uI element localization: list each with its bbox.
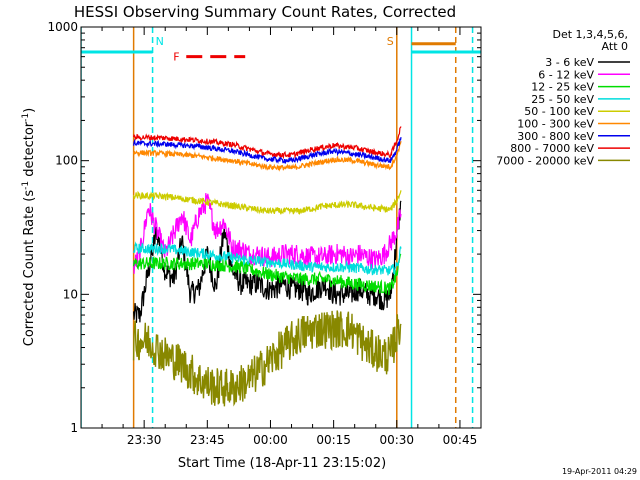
y-tick-label: 1000	[47, 20, 78, 34]
state-bars	[81, 42, 481, 59]
chart-title: HESSI Observing Summary Count Rates, Cor…	[74, 3, 456, 21]
y-axis: 1 10 100 1000	[47, 20, 481, 435]
series-group	[132, 126, 402, 407]
legend-header-1: Det 1,3,4,5,6,	[552, 28, 628, 41]
legend-label: 6 - 12 keV	[538, 68, 594, 81]
legend-label: 25 - 50 keV	[531, 93, 594, 106]
legend-header-2: Att 0	[602, 40, 628, 53]
plot-frame	[80, 26, 482, 429]
legend-label: 12 - 25 keV	[531, 81, 594, 94]
x-tick-label: 23:30	[127, 433, 162, 447]
flare-label: F	[173, 51, 179, 64]
series-line-8	[133, 126, 402, 160]
series-line-2	[133, 193, 402, 274]
legend-label: 7000 - 20000 keV	[496, 154, 594, 167]
legend-label: 50 - 100 keV	[524, 105, 594, 118]
annotation-s: S	[387, 35, 394, 48]
timestamp: 19-Apr-2011 04:29	[562, 467, 637, 476]
series-line-4	[133, 241, 402, 276]
x-tick-label: 00:00	[253, 433, 288, 447]
annotation-n: N	[156, 35, 164, 48]
x-tick-label: 00:30	[379, 433, 414, 447]
x-tick-label: 23:45	[190, 433, 225, 447]
y-tick-label: 10	[63, 287, 78, 301]
y-tick-label: 1	[70, 421, 78, 435]
series-line-9	[132, 310, 402, 407]
x-tick-label: 00:45	[443, 433, 478, 447]
y-tick-label: 100	[55, 154, 78, 168]
x-axis: 23:30 23:45 00:00 00:15 00:30 00:45	[80, 27, 482, 447]
series-line-6	[133, 140, 402, 172]
legend-label: 100 - 300 keV	[517, 118, 594, 131]
legend-label: 800 - 7000 keV	[510, 142, 594, 155]
y-axis-label: Corrected Count Rate (s-1 detector-1)	[21, 108, 37, 346]
legend-label: 300 - 800 keV	[517, 130, 594, 143]
x-axis-label: Start Time (18-Apr-11 23:15:02)	[178, 456, 386, 471]
series-line-5	[133, 190, 402, 215]
series-line-7	[133, 137, 402, 164]
annotations: N S F	[156, 35, 394, 64]
legend-label: 3 - 6 keV	[545, 56, 594, 69]
x-tick-label: 00:15	[316, 433, 351, 447]
series-line-3	[133, 253, 402, 296]
